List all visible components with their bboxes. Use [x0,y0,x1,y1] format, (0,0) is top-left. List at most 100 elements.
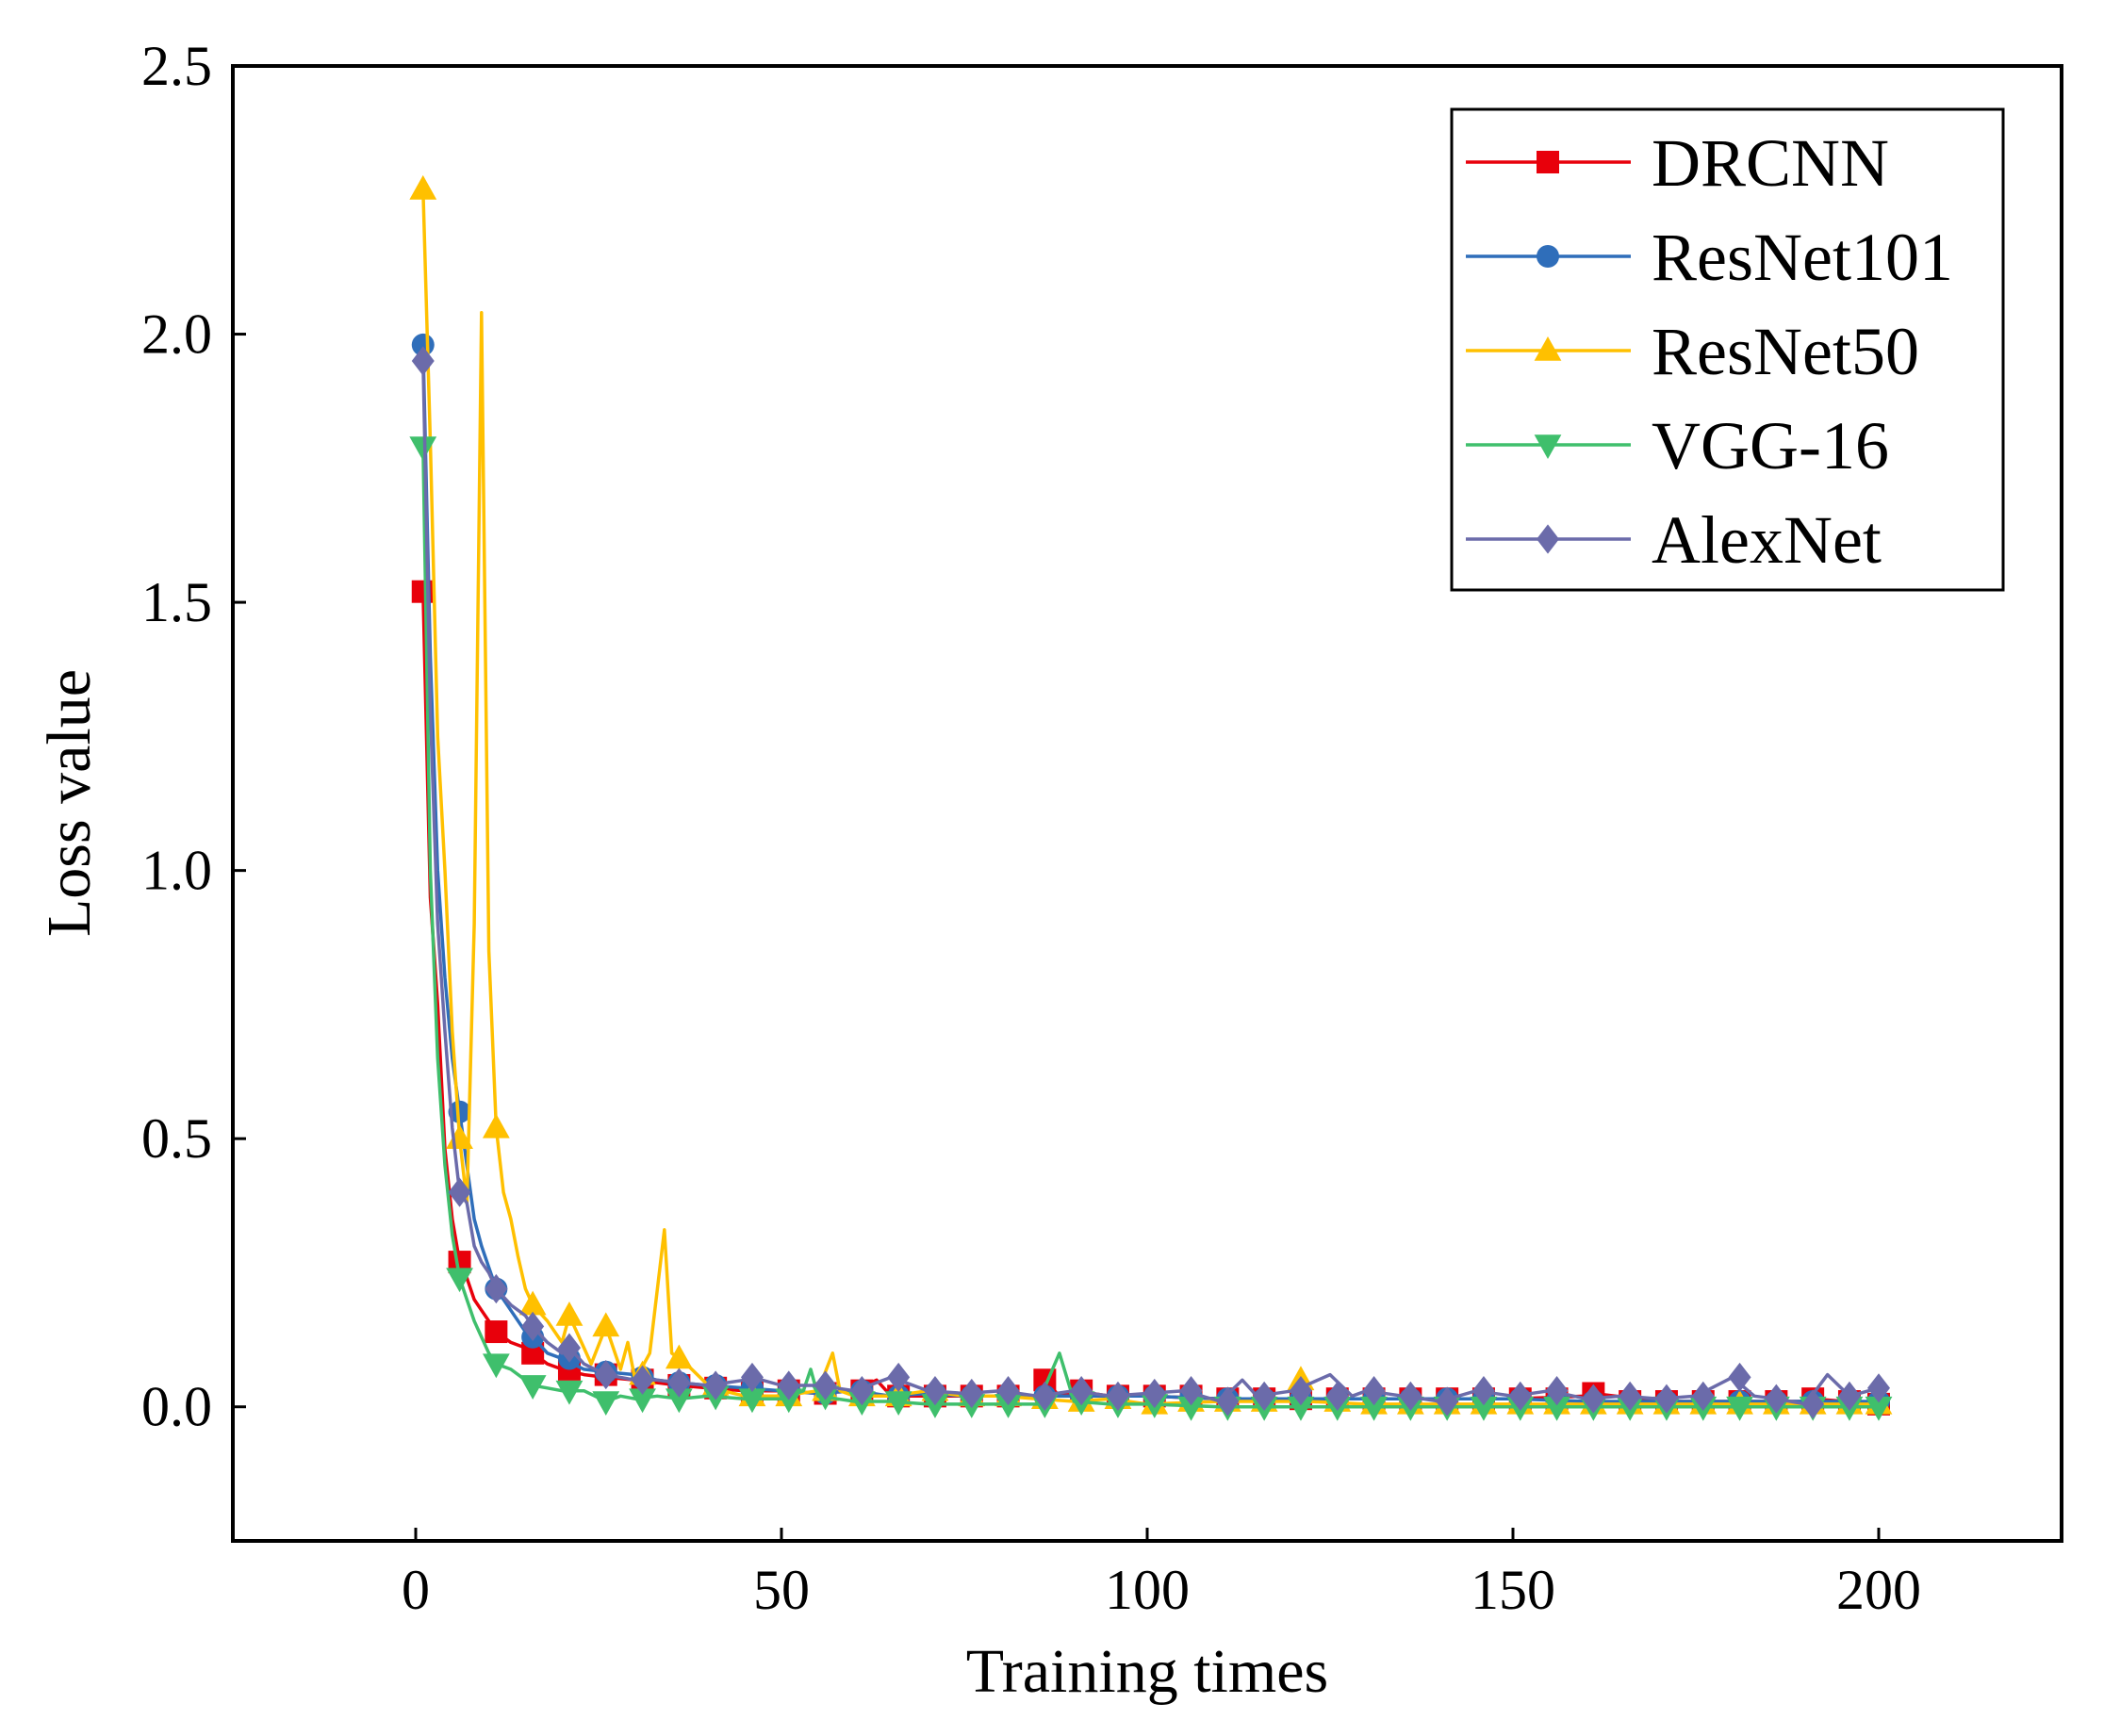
data-point-alexnet [521,1311,545,1341]
data-point-alexnet [1399,1381,1422,1411]
data-point-vgg-16 [409,436,437,462]
legend-item-resnet50: ResNet50 [1466,314,1919,389]
data-point-alexnet [996,1376,1020,1406]
data-point-vgg-16 [482,1353,510,1379]
data-point-alexnet [1867,1373,1890,1403]
data-point-vgg-16 [921,1394,949,1418]
x-tick-label: 150 [1471,1559,1555,1621]
y-tick-label: 2.5 [141,35,212,97]
data-point-drcnn [411,580,435,603]
x-tick-label: 100 [1105,1559,1190,1621]
data-point-vgg-16 [1287,1396,1315,1421]
data-point-vgg-16 [994,1394,1022,1418]
data-point-alexnet [777,1370,800,1400]
data-point-resnet50 [555,1301,584,1326]
data-point-vgg-16 [1726,1396,1753,1421]
data-point-resnet50 [592,1312,620,1337]
legend-label: DRCNN [1652,125,1889,201]
data-point-alexnet [1619,1381,1642,1411]
y-tick-label: 1.5 [141,571,212,633]
data-point-vgg-16 [775,1388,803,1414]
series-alexnet [411,346,1890,1419]
legend-label: ResNet50 [1652,314,1919,389]
data-point-drcnn [485,1320,508,1344]
data-point-resnet50 [665,1344,693,1369]
data-point-alexnet [1033,1381,1057,1411]
data-point-alexnet [448,1177,471,1207]
y-tick-label: 2.0 [141,303,212,366]
data-point-alexnet [814,1370,837,1400]
data-point-alexnet [1289,1376,1312,1406]
data-point-alexnet [1582,1384,1605,1414]
data-point-alexnet [1179,1376,1203,1406]
data-point-vgg-16 [1865,1396,1893,1421]
data-point-alexnet [1765,1384,1788,1414]
legend-label: ResNet101 [1652,220,1953,295]
data-point-alexnet [1436,1386,1459,1417]
data-point-alexnet [887,1362,911,1393]
series-layer [409,174,1893,1421]
data-point-alexnet [1142,1378,1166,1409]
data-point-alexnet [704,1370,728,1400]
axis-layer: 0 50 100 150 200 0.0 0.5 1.0 1.5 2.0 2.5 [141,35,1921,1621]
data-point-alexnet [631,1365,654,1395]
legend-marker [1537,151,1559,173]
data-point-alexnet [1253,1381,1276,1411]
data-point-resnet101 [448,1100,471,1123]
x-tick-label: 0 [402,1559,430,1621]
data-point-alexnet [1216,1386,1240,1417]
legend-label: VGG-16 [1652,408,1889,483]
data-point-alexnet [667,1368,691,1398]
data-point-alexnet [1106,1381,1129,1411]
data-point-vgg-16 [884,1391,912,1417]
data-point-vgg-16 [1360,1396,1388,1421]
data-point-vgg-16 [518,1375,547,1400]
data-point-alexnet [923,1376,946,1406]
data-point-alexnet [557,1333,581,1363]
data-point-alexnet [1325,1381,1349,1411]
data-point-alexnet [1508,1381,1532,1411]
data-point-alexnet [1362,1376,1386,1406]
x-tick-label: 200 [1836,1559,1921,1621]
data-point-alexnet [1070,1376,1093,1406]
legend-item-resnet101: ResNet101 [1466,220,1953,295]
series-vgg-16 [409,436,1893,1421]
data-point-vgg-16 [1470,1396,1498,1421]
y-tick-label: 0.5 [141,1107,212,1170]
data-point-vgg-16 [665,1388,693,1414]
data-point-alexnet [1728,1362,1751,1393]
data-point-alexnet [594,1359,617,1390]
x-axis-title: Training times [966,1637,1328,1706]
data-point-alexnet [1654,1384,1678,1414]
data-point-vgg-16 [555,1380,584,1405]
y-tick-label: 0.0 [141,1376,212,1438]
data-point-vgg-16 [592,1391,620,1417]
data-point-alexnet [485,1273,508,1304]
data-point-vgg-16 [738,1388,766,1414]
legend-marker [1537,245,1559,268]
y-tick-label: 1.0 [141,840,212,902]
data-point-resnet50 [518,1290,547,1316]
data-point-vgg-16 [1543,1396,1570,1421]
data-point-resnet50 [409,174,437,200]
data-point-vgg-16 [446,1268,473,1293]
legend-marker [1534,434,1562,459]
data-point-alexnet [1691,1381,1715,1411]
legend-item-drcnn: DRCNN [1466,125,1889,201]
legend-marker [1537,524,1559,554]
data-point-alexnet [740,1362,764,1393]
legend: DRCNN ResNet101 ResNet50 VGG-16 AlexNet [1450,107,2005,592]
legend-label: AlexNet [1652,502,1882,578]
legend-item-alexnet: AlexNet [1466,502,1882,578]
y-axis-title: Loss value [35,669,104,937]
data-point-vgg-16 [629,1388,656,1414]
data-point-alexnet [1837,1381,1861,1411]
data-point-alexnet [411,346,435,376]
data-point-vgg-16 [1177,1396,1205,1421]
legend-marker [1534,336,1562,361]
data-point-alexnet [1471,1376,1495,1406]
data-point-alexnet [850,1376,874,1406]
legend-item-vgg-16: VGG-16 [1466,408,1889,483]
data-point-resnet50 [482,1113,510,1138]
